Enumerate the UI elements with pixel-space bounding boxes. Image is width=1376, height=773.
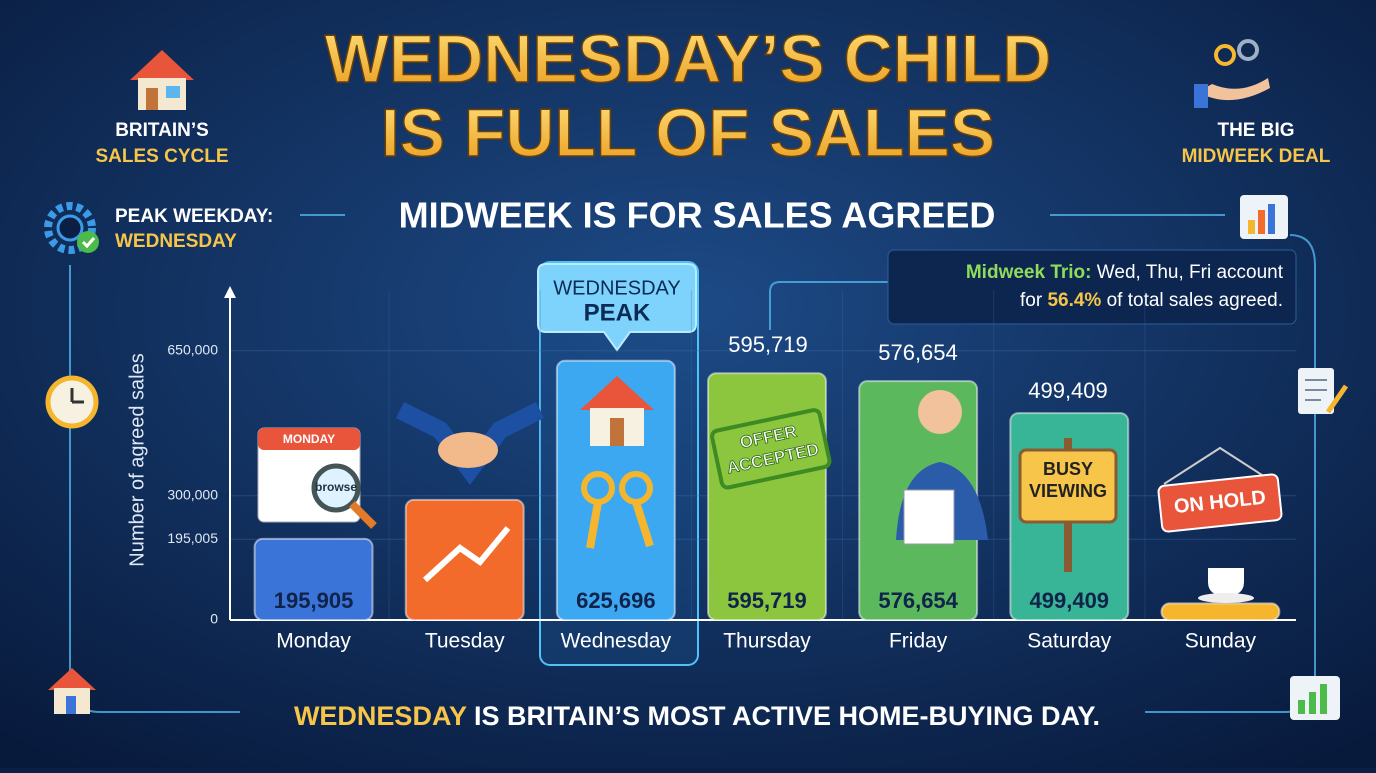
plot: 0 195,005 300,000 650,000 Monday 195,905 Tuesd… xyxy=(167,286,1296,653)
handshake xyxy=(438,432,498,468)
connector xyxy=(769,281,890,330)
house-icon xyxy=(48,668,96,714)
handshake xyxy=(395,401,545,485)
badge-text: BRITAIN’S xyxy=(115,120,209,141)
bar-value-label: 595,719 xyxy=(727,588,807,613)
footer-text: IS BRITAIN’S MOST ACTIVE HOME-BUYING DAY… xyxy=(474,701,1100,731)
footer-highlight: WEDNESDAY xyxy=(294,701,467,731)
callout-text: for xyxy=(1020,290,1043,311)
chart-icon xyxy=(1240,195,1288,239)
value-labels: 595,719 576,654 499,409 xyxy=(728,332,1108,403)
callout-box xyxy=(887,249,1297,325)
title: IS FULL OF SALES xyxy=(381,95,996,171)
calendar-text: MONDAY xyxy=(283,432,335,446)
footer: WEDNESDAY IS BRITAIN’S MOST ACTIVE HOME-… xyxy=(294,701,1100,731)
bubble-text: WEDNESDAY xyxy=(553,277,680,299)
keys-icon xyxy=(1194,39,1270,108)
chart-icon xyxy=(1290,676,1340,720)
callout-text: of total sales agreed. xyxy=(1107,290,1283,311)
subtitle: MIDWEEK IS FOR SALES AGREED xyxy=(399,195,996,236)
x-tick-label: Wednesday xyxy=(561,630,672,653)
callout-highlight: 56.4% xyxy=(1047,290,1101,311)
badge-text: THE BIG xyxy=(1217,120,1294,141)
y-axis-label: Number of agreed sales xyxy=(126,353,148,566)
callout-text: Midweek Trio: Wed, Thu, Fri account xyxy=(966,262,1284,283)
gear-icon xyxy=(44,202,99,254)
x-tick-label: Friday xyxy=(889,630,948,653)
bar xyxy=(253,537,374,621)
y-tick-label: 300,000 xyxy=(167,486,218,502)
bar xyxy=(1160,602,1281,622)
callout-lead: Midweek Trio: xyxy=(966,262,1092,283)
magnifier-text: browse xyxy=(315,480,357,494)
callout-text: Wed, Thu, Fri account xyxy=(1097,262,1284,283)
bar-value-label: 195,905 xyxy=(274,588,354,613)
x-tick-label: Monday xyxy=(276,630,351,653)
y-tick-label: 195,005 xyxy=(167,530,218,546)
x-tick-label: Sunday xyxy=(1185,630,1257,653)
bar-value-label: 499,409 xyxy=(1030,588,1110,613)
y-tick-label: 650,000 xyxy=(167,341,218,357)
trend-arrow xyxy=(422,526,511,583)
sign-text: BUSY xyxy=(1043,459,1093,479)
bar-illustrations: MONDAY browse OFFER ACCEPTED BUSY VIEWIN… xyxy=(257,376,1283,603)
document-icon xyxy=(1298,368,1349,414)
title: WEDNESDAY’S CHILD xyxy=(325,21,1052,97)
x-tick-label: Saturday xyxy=(1027,630,1112,653)
bar-value-label: 576,654 xyxy=(878,588,958,613)
bar xyxy=(404,498,525,622)
peak-bubble xyxy=(537,263,697,352)
x-tick-label: Tuesday xyxy=(425,630,505,653)
y-tick-label: 0 xyxy=(210,611,218,627)
value-label: 576,654 xyxy=(878,340,958,365)
y-axis-arrow xyxy=(224,286,236,298)
value-label: 595,719 xyxy=(728,332,808,357)
house-icon xyxy=(130,50,194,110)
bar xyxy=(555,359,676,621)
clock-icon xyxy=(45,375,99,429)
peak-text: WEDNESDAY xyxy=(115,231,237,252)
value-label: 499,409 xyxy=(1028,378,1108,403)
callout-text: for 56.4% of total sales agreed. xyxy=(1020,290,1283,311)
sign-text: VIEWING xyxy=(1029,481,1107,501)
x-tick-label: Thursday xyxy=(723,630,811,653)
peak-text: PEAK WEEKDAY: xyxy=(115,206,273,227)
badge-text: SALES CYCLE xyxy=(95,146,228,167)
bar-value-label: 625,696 xyxy=(576,588,656,613)
badge-text: MIDWEEK DEAL xyxy=(1182,146,1331,167)
bubble-text: PEAK xyxy=(584,299,651,326)
